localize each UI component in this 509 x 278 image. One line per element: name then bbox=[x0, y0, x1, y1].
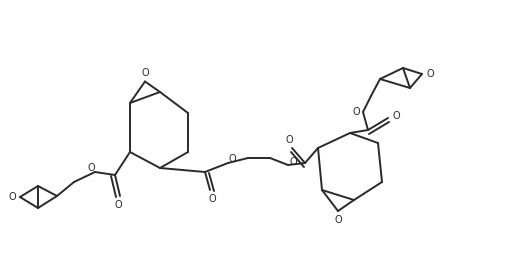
Text: O: O bbox=[285, 135, 292, 145]
Text: O: O bbox=[141, 68, 149, 78]
Text: O: O bbox=[289, 157, 296, 167]
Text: O: O bbox=[228, 154, 235, 164]
Text: O: O bbox=[426, 69, 433, 79]
Text: O: O bbox=[208, 194, 215, 204]
Text: O: O bbox=[391, 111, 399, 121]
Text: O: O bbox=[333, 215, 341, 225]
Text: O: O bbox=[8, 192, 16, 202]
Text: O: O bbox=[352, 107, 359, 117]
Text: O: O bbox=[114, 200, 122, 210]
Text: O: O bbox=[87, 163, 95, 173]
